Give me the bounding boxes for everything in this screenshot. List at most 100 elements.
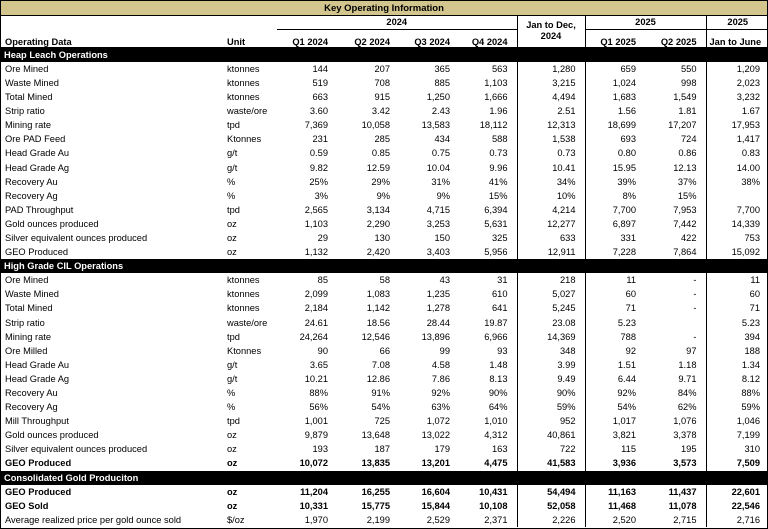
cell-q2-2025: 11,437: [668, 486, 697, 497]
cell-jan-to-dec-2024: 12,911: [516, 245, 586, 260]
cell-q2-2024: 13,648: [361, 430, 390, 441]
cell-q2-2024: 16,255: [361, 486, 390, 497]
row-label: Silver equivalent ounces produced: [5, 232, 148, 243]
cell-jan-to-june: 3,232: [705, 89, 767, 105]
cell-jan-to-dec-2024: 5,027: [516, 287, 586, 302]
cell-q1-2025: 1,024: [612, 77, 636, 88]
cell-q1-2024: 3%: [314, 190, 328, 201]
cell-jan-to-dec-2024: 348: [516, 343, 586, 358]
cell-q3-2024: 0.75: [431, 148, 450, 159]
cell-q1-2024: 11,204: [300, 486, 328, 497]
cell-q3-2024: 13,022: [421, 430, 450, 441]
row-unit: oz: [227, 500, 238, 511]
table-row: Silver equivalent ounces produced oz 193 18…: [1, 442, 767, 457]
cell-q1-2025: 92%: [617, 388, 636, 398]
cell-q2-2025: 12.13: [673, 162, 697, 173]
cell-jan-to-june: 1,209: [705, 61, 767, 76]
cell-q1-2025: 1,017: [612, 416, 636, 427]
cell-q2-2025: 422: [680, 232, 697, 243]
row-label: Recovery Ag: [5, 190, 58, 201]
cell-q4-2024: 1.96: [489, 106, 508, 117]
cell-jan-to-june: 14,339: [705, 216, 767, 231]
cell-q3-2024: 13,896: [421, 331, 450, 342]
cell-q4-2024: 93: [497, 345, 508, 356]
cell-jan-to-june: 17,953: [705, 118, 767, 133]
row-unit: tpd: [227, 331, 240, 342]
cell-q1-2024: 10,331: [299, 500, 328, 511]
cell-q1-2024: 1,103: [304, 218, 328, 229]
row-unit: ktonnes: [227, 63, 260, 74]
cell-q1-2025: 1,683: [612, 92, 636, 103]
cell-q1-2025: 71: [625, 303, 636, 314]
row-unit: oz: [227, 218, 237, 229]
cell-q1-2025: 659: [620, 63, 636, 74]
cell-q2-2025: 550: [680, 63, 697, 74]
cell-q2-2025: 2,715: [673, 514, 697, 525]
header-q1-2025: Q1 2025: [585, 29, 645, 48]
cell-q1-2024: 0.59: [309, 148, 328, 159]
row-label: GEO Produced: [5, 486, 72, 497]
cell-q2-2025: 195: [680, 444, 697, 455]
row-label: Gold ounces produced: [5, 430, 99, 441]
table-row: Ore Milled Ktonnes 90 66 99 93 348 92 97 188: [1, 343, 767, 358]
row-label: Gold ounces produced: [5, 218, 99, 229]
cell-q4-2024: 4,312: [484, 430, 508, 441]
cell-q2-2025: 37%: [677, 176, 697, 187]
cell-q1-2025: 11,163: [608, 486, 636, 497]
cell-jan-to-june: 1.67: [705, 104, 767, 119]
header-jan-to-june: Jan to June: [705, 29, 767, 48]
row-label: Ore Mined: [5, 63, 49, 74]
cell-q1-2025: 693: [620, 134, 636, 145]
row-label: Ore Milled: [5, 345, 48, 356]
cell-q2-2025: 11,078: [668, 500, 697, 511]
cell-q1-2024: 85: [317, 275, 328, 286]
cell-q1-2024: 3.65: [309, 359, 328, 370]
cell-q3-2024: 43: [439, 275, 450, 286]
cell-jan-to-june: 22,546: [705, 498, 767, 513]
cell-q2-2025: -: [693, 331, 697, 342]
row-unit: waste/ore: [227, 317, 268, 328]
row-label: Strip ratio: [5, 317, 45, 328]
cell-q4-2024: 31: [497, 275, 508, 286]
cell-q1-2024: 24,264: [299, 331, 328, 342]
cell-q4-2024: 1.48: [489, 359, 508, 370]
cell-q2-2024: 207: [374, 63, 390, 74]
row-label: Mill Throughput: [5, 416, 69, 427]
cell-q2-2025: 7,864: [673, 247, 697, 258]
cell-jan-to-dec-2024: 12,277: [516, 216, 586, 231]
cell-jan-to-dec-2024: 3.99: [516, 357, 586, 372]
row-unit: %: [227, 176, 236, 187]
cell-q2-2025: 97: [686, 345, 697, 356]
cell-jan-to-june: 1.34: [705, 357, 767, 372]
header-jan-to-dec-line2: 2024: [540, 31, 562, 42]
cell-q4-2024: 163: [491, 444, 508, 455]
row-unit: oz: [227, 247, 237, 258]
cell-q3-2024: 9%: [436, 190, 450, 201]
cell-q4-2024: 10,108: [479, 500, 508, 511]
row-unit: oz: [227, 458, 238, 469]
cell-q1-2024: 29: [317, 232, 328, 243]
table-row: Ore Mined ktonnes 85 58 43 31 218 11-11: [1, 273, 767, 288]
table-row: Recovery Ag% 56% 54% 63% 64% 59% 54% 62% 59%: [1, 400, 767, 415]
cell-q1-2024: 25%: [309, 176, 328, 187]
cell-jan-to-june: 188: [705, 343, 767, 358]
cell-q2-2025: 3,573: [673, 458, 697, 469]
cell-q4-2024: 5,631: [484, 218, 508, 229]
row-label: PAD Throughput: [5, 204, 74, 215]
table-row: Gold ounces produced oz 1,103 2,290 3,253 5,6…: [1, 216, 767, 231]
table-row: Ore PAD Feed Ktonnes 231 285 434 588 1,538 693 7…: [1, 132, 767, 147]
table-row: PAD Throughput tpd 2,565 3,134 4,715 6,394 4,2…: [1, 202, 767, 217]
cell-jan-to-dec-2024: 23.08: [516, 315, 586, 330]
cell-q2-2025: 1.81: [678, 106, 697, 117]
cell-jan-to-june: 60: [705, 287, 767, 302]
cell-jan-to-dec-2024: 633: [516, 230, 586, 246]
table-row: Head Grade Ag g/t 9.82 12.59 10.04 9.96 10.41 1…: [1, 160, 767, 175]
cell-jan-to-june: 753: [705, 230, 767, 246]
cell-q4-2024: 64%: [488, 402, 508, 413]
row-unit: g/t: [227, 359, 238, 370]
cell-q4-2024: 8.13: [489, 373, 508, 384]
cell-jan-to-dec-2024: 4,214: [516, 202, 586, 217]
cell-q2-2024: 58: [379, 275, 390, 286]
table-row: Total Mined ktonnes 2,184 1,142 1,278 641 5,24…: [1, 301, 767, 316]
cell-q3-2024: 1,250: [426, 92, 450, 103]
